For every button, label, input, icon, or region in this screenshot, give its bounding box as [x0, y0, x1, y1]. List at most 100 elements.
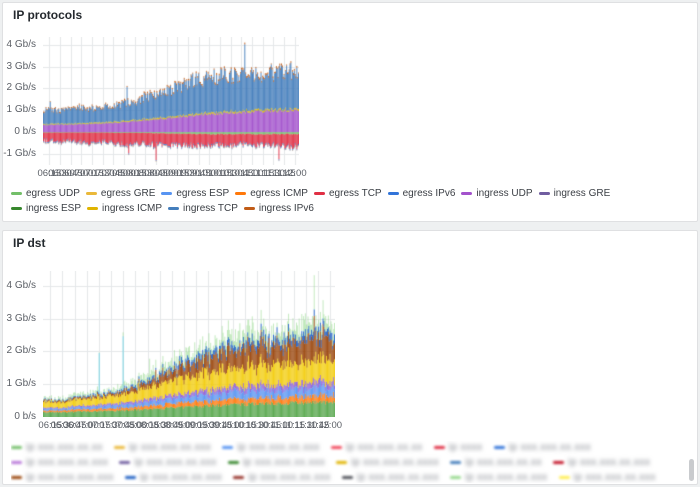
- x-axis-tick: 08:30: [133, 168, 158, 179]
- legend-swatch: [11, 446, 22, 449]
- legend-label: ip xxx.xxx.xx.xxx: [573, 472, 656, 483]
- legend-label: ip xxx.xxx.xx.xxx: [568, 457, 651, 468]
- legend-item[interactable]: ingress ESP: [11, 202, 81, 215]
- legend-item[interactable]: egress GRE: [85, 187, 155, 200]
- legend-label: egress ICMP: [250, 188, 308, 199]
- legend-swatch: [336, 461, 348, 464]
- legend-label: ingress ESP: [26, 203, 82, 214]
- y-axis-tick: -1 Gb/s: [3, 148, 36, 160]
- legend-item[interactable]: egress UDP: [11, 187, 80, 200]
- legend-label: ingress ICMP: [102, 203, 163, 214]
- legend-label: ip xxx.xxx.xx.xx: [465, 457, 543, 468]
- legend-scrollbar[interactable]: [689, 447, 694, 487]
- panel-title-ip-dst[interactable]: IP dst: [13, 236, 46, 250]
- x-axis-tick: 06:45: [58, 168, 83, 179]
- legend-label: ip xxxx: [448, 442, 483, 453]
- legend-item[interactable]: ingress ICMP: [87, 202, 162, 215]
- legend-item-redacted[interactable]: ip xxx.xxx.xx.xxxx: [336, 456, 439, 469]
- legend-item-redacted[interactable]: ip xxx.xxx.xx.xx: [330, 441, 423, 454]
- legend-swatch: [119, 461, 131, 464]
- legend-swatch: [387, 192, 399, 195]
- legend-swatch: [493, 446, 505, 449]
- x-axis: 06:15 06:30 06:45 07:00 07:15 07:30 07:45 08:00…: [38, 168, 689, 181]
- ip-protocols-chart[interactable]: [43, 37, 299, 165]
- x-axis-tick: 11:45: [272, 168, 296, 179]
- legend-item-redacted[interactable]: ip xxx.xxx.xx.xx: [450, 456, 542, 469]
- legend-item-redacted[interactable]: ip xxx.xxx.xx.xxx: [222, 441, 319, 454]
- legend-label: ingress UDP: [476, 188, 533, 199]
- y-axis-tick: 2 Gb/s: [6, 345, 36, 357]
- x-axis-tick: 11:30: [261, 168, 285, 179]
- legend-item-redacted[interactable]: ip xxx.xxx.xx.xxx: [124, 471, 223, 483]
- x-axis-tick: 10:00: [197, 168, 222, 179]
- legend-swatch: [243, 207, 255, 210]
- x-axis-tick: 11:15: [282, 420, 306, 431]
- x-axis-tick: 07:45: [101, 168, 126, 179]
- x-axis-tick: 09:15: [184, 420, 209, 431]
- legend-item-redacted[interactable]: ip xxx.xxx.xx.xx: [11, 441, 103, 454]
- x-axis-tick: 08:00: [123, 420, 148, 431]
- ip-dst-chart[interactable]: [43, 271, 335, 417]
- legend-swatch: [450, 476, 462, 479]
- x-axis-tick: 10:30: [245, 420, 270, 431]
- y-axis-tick: 2 Gb/s: [6, 82, 36, 94]
- x-axis-tick: 11:30: [294, 420, 318, 431]
- legend-swatch: [235, 192, 247, 195]
- scrollbar-thumb[interactable]: [689, 459, 694, 481]
- legend-item-redacted[interactable]: ip xxx.xxx.xx.xxx: [493, 441, 591, 454]
- x-axis-tick: 11:00: [240, 168, 264, 179]
- y-axis-tick: 1 Gb/s: [6, 104, 36, 116]
- legend-label: ingress IPv6: [258, 203, 314, 214]
- y-axis: 4 Gb/s 3 Gb/s 2 Gb/s 1 Gb/s 0 b/s: [3, 271, 39, 422]
- x-axis-tick: 07:45: [111, 420, 136, 431]
- x-axis-tick: 07:15: [87, 420, 111, 431]
- legend-item[interactable]: ingress GRE: [538, 187, 610, 200]
- y-axis-tick: 3 Gb/s: [6, 60, 36, 72]
- x-axis-tick: 06:30: [48, 168, 72, 179]
- legend-swatch: [433, 446, 445, 449]
- legend-item-redacted[interactable]: ip xxx.xxx.xx.xxx: [227, 456, 325, 469]
- legend-item-redacted[interactable]: ip xxxx: [433, 441, 483, 454]
- x-axis-tick: 07:00: [74, 420, 99, 431]
- legend-swatch: [558, 476, 570, 479]
- legend-item[interactable]: ingress IPv6: [243, 202, 314, 215]
- legend-item-redacted[interactable]: ip xxx.xxx.xxx.xxx: [11, 471, 114, 483]
- legend-swatch: [227, 461, 239, 464]
- legend-item-redacted[interactable]: ip xxx.xxx.xx.xxx: [119, 456, 216, 469]
- x-axis-tick: 06:15: [37, 168, 62, 179]
- ip-dst-legend-redacted: ip xxx.xxx.xx.xx ip xxx.xxx.xx.xxx ip xxx.…: [11, 441, 687, 483]
- legend-label: egress ESP: [176, 188, 230, 199]
- legend-swatch: [161, 192, 173, 195]
- legend-item-redacted[interactable]: ip xxx.xxx.xx.xxx: [233, 471, 330, 483]
- legend-label: ip xxx.xxx.xx.xxx: [139, 472, 223, 483]
- y-axis-tick: 4 Gb/s: [6, 279, 36, 291]
- legend-item[interactable]: egress ICMP: [235, 187, 308, 200]
- legend-label: ip xxx.xxx.xx.xxxx: [351, 457, 440, 468]
- legend-item[interactable]: egress TCP: [313, 187, 382, 200]
- x-axis-tick: 10:00: [220, 420, 245, 431]
- legend-item-redacted[interactable]: ip xxx.xxx.xx.xxx: [450, 471, 547, 483]
- x-axis-tick: 10:45: [257, 420, 282, 431]
- x-axis-tick: 11:15: [251, 168, 275, 179]
- x-axis-tick: 07:15: [80, 168, 104, 179]
- x-axis-tick: 08:45: [144, 168, 168, 179]
- y-axis-tick: 0 b/s: [14, 126, 36, 138]
- legend-item-redacted[interactable]: ip xxx.xxx.xx.xxx: [341, 471, 439, 483]
- legend-swatch: [538, 192, 550, 195]
- legend-swatch: [341, 476, 353, 479]
- x-axis-tick: 08:15: [135, 420, 160, 431]
- legend-item[interactable]: egress ESP: [161, 187, 229, 200]
- x-axis-tick: 06:45: [62, 420, 87, 431]
- panel-title-ip-protocols[interactable]: IP protocols: [13, 8, 83, 22]
- legend-item[interactable]: ingress UDP: [461, 187, 533, 200]
- x-axis-tick: 07:00: [69, 168, 94, 179]
- legend-item-redacted[interactable]: ip xxx.xxx.xx.xxx: [553, 456, 650, 469]
- legend-item-redacted[interactable]: ip xxx.xxx.xx.xxx: [113, 441, 211, 454]
- x-axis-tick: 10:15: [208, 168, 232, 179]
- legend-label: ip xxx.xxx.xx.xx: [345, 442, 423, 453]
- legend-item-redacted[interactable]: ip xxx.xxx.xx.xxx: [558, 471, 656, 483]
- legend-item[interactable]: ingress TCP: [168, 202, 238, 215]
- legend-label: ip xxx.xxx.xx.xxx: [134, 457, 217, 468]
- legend-item-redacted[interactable]: ip xxx.xxx.xx.xxx: [11, 456, 108, 469]
- legend-item[interactable]: egress IPv6: [387, 187, 455, 200]
